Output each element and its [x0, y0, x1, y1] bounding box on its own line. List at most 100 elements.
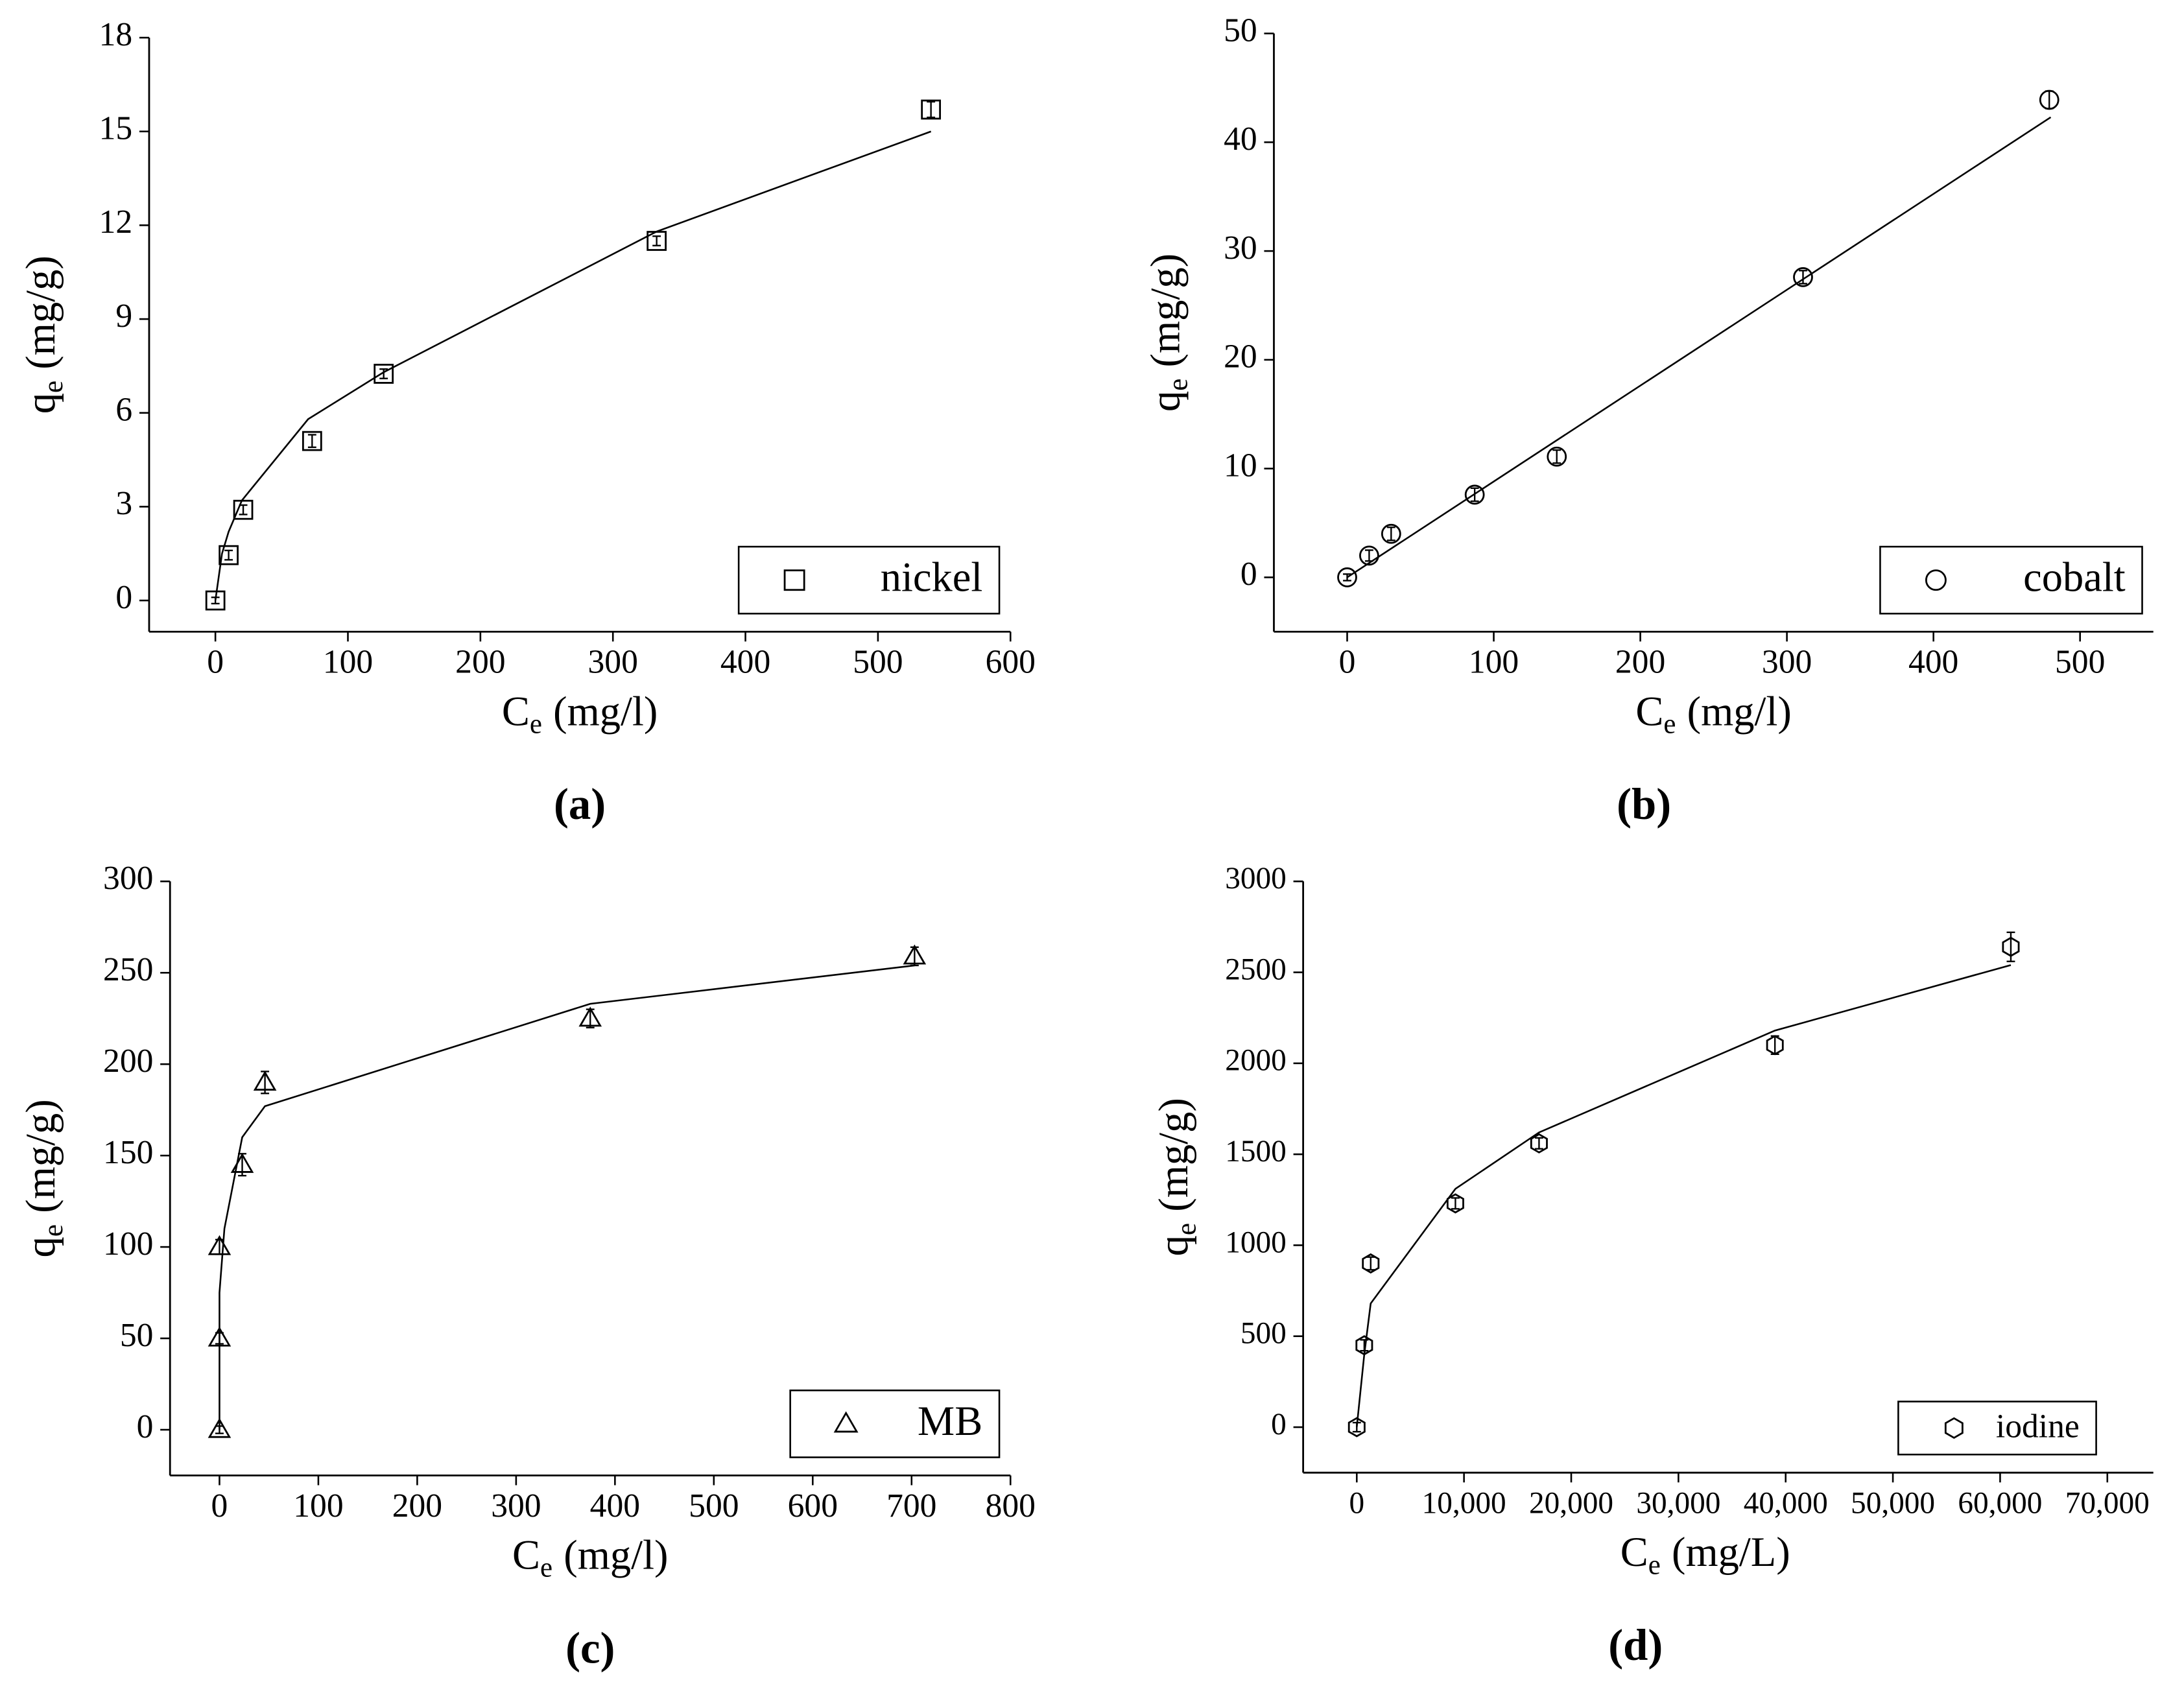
- x-label-main: C: [1635, 688, 1663, 734]
- y-tick-label: 0: [1240, 556, 1257, 593]
- y-tick-label: 12: [99, 204, 133, 241]
- marker: [253, 1071, 277, 1091]
- panel-label: (c): [565, 1623, 615, 1672]
- y-tick-label: 6: [115, 392, 132, 429]
- y-tick-label: 150: [103, 1134, 153, 1171]
- y-label-unit: (mg/g): [18, 255, 64, 370]
- x-label-main: C: [512, 1532, 540, 1578]
- x-axis-label: Ce (mg/L): [1620, 1529, 1790, 1580]
- fit-line: [1346, 116, 2052, 578]
- legend-label: cobalt: [2023, 554, 2126, 600]
- y-tick-label: 2500: [1225, 953, 1287, 986]
- marker: [903, 944, 927, 965]
- y-label-main: q: [1142, 391, 1188, 412]
- y-label-sub: e: [38, 1224, 69, 1237]
- marker: [1464, 484, 1485, 505]
- y-label-sub: e: [1163, 379, 1193, 391]
- x-label-sub: e: [530, 709, 542, 739]
- x-tick-label: 0: [207, 644, 224, 681]
- x-tick-label: 200: [455, 644, 505, 681]
- marker: [374, 364, 394, 384]
- x-tick-label: 400: [720, 644, 770, 681]
- x-tick-label: 40,000: [1744, 1487, 1828, 1521]
- y-label-sub: e: [1171, 1223, 1202, 1235]
- x-tick-label: 70,000: [2065, 1487, 2150, 1521]
- y-tick-label: 3000: [1225, 862, 1287, 895]
- y-tick-label: 20: [1224, 338, 1257, 375]
- y-tick-label: 250: [103, 951, 153, 988]
- fit-line: [219, 964, 915, 1430]
- legend-label: iodine: [1996, 1408, 2080, 1445]
- y-tick-label: 0: [115, 579, 132, 616]
- marker: [1793, 267, 1813, 287]
- y-axis-label: qe (mg/g): [1142, 254, 1193, 412]
- y-tick-label: 100: [103, 1225, 153, 1262]
- x-tick-label: 600: [986, 644, 1036, 681]
- x-tick-label: 400: [1908, 644, 1958, 681]
- marker: [783, 569, 805, 591]
- y-tick-label: 3: [115, 485, 132, 522]
- y-tick-label: 2000: [1225, 1044, 1287, 1078]
- y-tick-label: 18: [99, 16, 133, 53]
- fit-line: [1356, 964, 2012, 1428]
- legend-label: nickel: [881, 554, 983, 600]
- x-tick-label: 100: [1469, 644, 1519, 681]
- legend-box: [1897, 1401, 2097, 1456]
- y-label-main: q: [1150, 1235, 1196, 1256]
- x-axis-label: Ce (mg/l): [512, 1532, 668, 1583]
- y-tick-label: 50: [120, 1317, 154, 1354]
- chart-panel: 0 10,000 20,000 30,000 40,000 50,000 60,000 70,…: [1150, 862, 2154, 1670]
- marker: [1362, 1253, 1380, 1274]
- panel-label: (b): [1617, 779, 1671, 829]
- y-label-sub: e: [38, 381, 69, 393]
- x-tick-label: 300: [491, 1487, 541, 1524]
- y-label-unit: (mg/g): [18, 1099, 64, 1213]
- x-tick-label: 100: [323, 644, 373, 681]
- marker: [208, 1326, 231, 1347]
- y-tick-label: 30: [1224, 230, 1257, 266]
- marker: [2002, 936, 2020, 957]
- marker: [578, 1006, 602, 1027]
- x-label-unit: (mg/L): [1672, 1529, 1790, 1575]
- panel-label: (d): [1608, 1620, 1663, 1670]
- legend-box: [1879, 545, 2143, 615]
- x-tick-label: 0: [211, 1487, 228, 1524]
- x-tick-label: 700: [886, 1487, 936, 1524]
- x-tick-label: 100: [293, 1487, 343, 1524]
- x-tick-label: 600: [788, 1487, 838, 1524]
- y-label-main: q: [18, 393, 64, 414]
- chart-panel: 0 100 200 300 400 500 600 700 800 0 50 100 150 200 250…: [18, 860, 1036, 1672]
- y-label-main: q: [18, 1237, 64, 1257]
- fit-line: [214, 130, 932, 601]
- x-tick-label: 500: [853, 644, 903, 681]
- marker: [921, 99, 942, 120]
- x-label-unit: (mg/l): [553, 688, 658, 734]
- legend-box: [737, 545, 1001, 615]
- x-label-sub: e: [1648, 1550, 1661, 1580]
- marker: [1446, 1193, 1464, 1214]
- legend-box: [789, 1389, 1001, 1458]
- marker: [1381, 523, 1401, 544]
- x-tick-label: 10,000: [1422, 1487, 1506, 1521]
- y-label-unit: (mg/g): [1142, 254, 1188, 368]
- marker: [2039, 89, 2059, 110]
- x-tick-label: 200: [392, 1487, 442, 1524]
- x-tick-label: 200: [1615, 644, 1665, 681]
- y-label-unit: (mg/g): [1150, 1098, 1196, 1212]
- y-tick-label: 40: [1224, 121, 1257, 158]
- legend-label: MB: [918, 1398, 982, 1444]
- marker: [219, 545, 239, 565]
- marker: [1337, 567, 1357, 587]
- x-label-sub: e: [540, 1553, 552, 1583]
- x-label-main: C: [502, 688, 530, 734]
- x-tick-label: 50,000: [1851, 1487, 1935, 1521]
- x-tick-label: 500: [2055, 644, 2105, 681]
- marker: [1355, 1335, 1373, 1356]
- y-tick-label: 50: [1224, 12, 1257, 49]
- x-axis-label: Ce (mg/l): [1635, 688, 1791, 739]
- y-axis-label: qe (mg/g): [1150, 1098, 1202, 1256]
- x-tick-label: 20,000: [1529, 1487, 1613, 1521]
- x-tick-label: 300: [588, 644, 638, 681]
- marker: [1944, 1417, 1964, 1439]
- x-tick-label: 0: [1339, 644, 1356, 681]
